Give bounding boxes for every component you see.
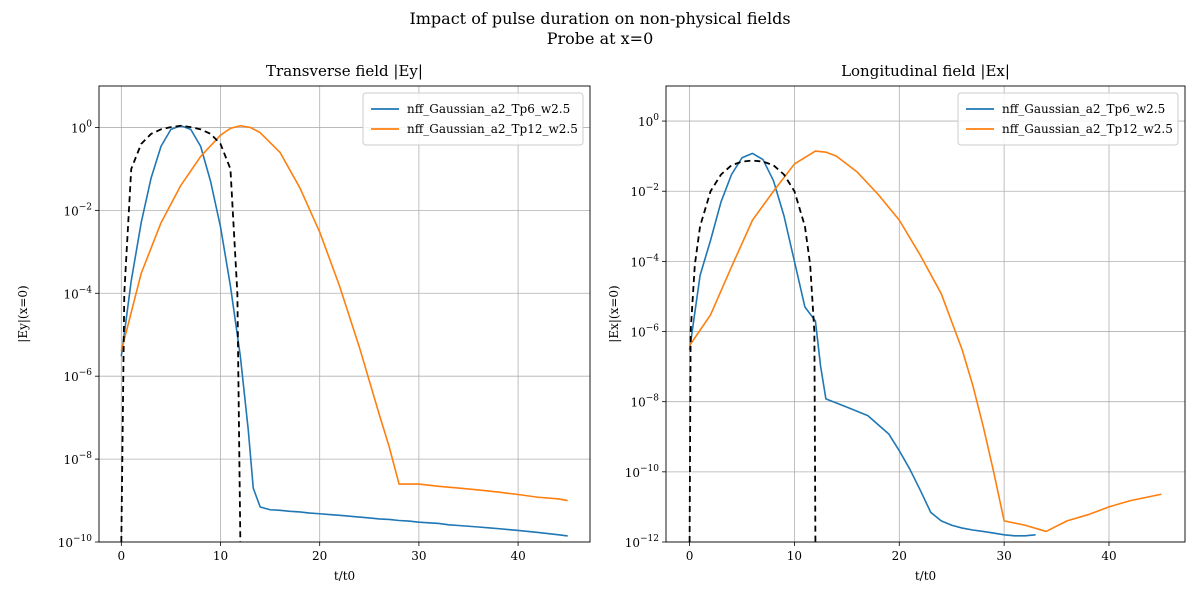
legend-label: nff_Gaussian_a2_Tp6_w2.5 [407,102,570,116]
legend-label: nff_Gaussian_a2_Tp6_w2.5 [1002,102,1165,116]
x-tick-label: 10 [213,549,228,563]
legend-frame [362,92,584,146]
legend-label: nff_Gaussian_a2_Tp12_w2.5 [407,122,578,136]
y-tick-label: 100 [638,113,659,129]
axes-title: Transverse field |Ey| [266,62,423,80]
legend: nff_Gaussian_a2_Tp6_w2.5 nff_Gaussian_a2_… [957,92,1179,146]
y-tick-label: 10−8 [630,394,659,410]
y-tick-label: 10−10 [625,464,660,480]
transverse-field-panel: 0 10 20 30 40 10−10 10−8 10−6 10−4 10−2 100 Transve… [16,62,591,583]
y-tick-label: 10−10 [58,534,93,550]
y-tick-label: 10−2 [63,202,92,218]
x-tick-label: 30 [996,549,1011,563]
y-tick-label: 10−4 [63,285,92,301]
suptitle-line-1: Impact of pulse duration on non-physical… [409,9,790,28]
y-axis-label: |Ey|(x=0) [16,285,30,342]
x-tick-label: 20 [312,549,327,563]
x-tick-label: 0 [117,549,125,563]
series-line-0 [688,152,1036,537]
x-tick-label: 40 [510,549,525,563]
axes-frame [665,85,1186,543]
series-lines [688,150,1162,542]
y-tick-label: 10−8 [63,451,92,467]
x-tick-label: 0 [686,549,694,563]
suptitle-line-2: Probe at x=0 [547,29,654,48]
y-tick-label: 10−12 [625,534,659,550]
y-tick-label: 100 [71,119,92,135]
legend-label: nff_Gaussian_a2_Tp12_w2.5 [1002,122,1173,136]
series-lines [120,124,568,542]
grid [666,86,1185,543]
longitudinal-field-panel: 0 10 20 30 40 10−12 10−10 10−8 10−6 10−4 10−2 100 Lo… [607,62,1186,583]
x-tick-label: 30 [411,549,426,563]
x-tick-label: 40 [1101,549,1116,563]
x-axis-label: t/t0 [915,569,936,583]
series-line-1 [688,150,1162,533]
series-line-0 [120,124,568,537]
axes-title: Longitudinal field |Ex| [841,62,1010,80]
y-tick-label: 10−6 [63,368,92,384]
axes-frame [98,85,591,543]
legend-frame [957,92,1179,146]
grid [99,86,590,543]
envelope-dashed-line [688,159,817,542]
y-tick-label: 10−2 [630,183,659,199]
series-line-1 [120,124,568,502]
x-tick-label: 20 [892,549,907,563]
envelope-dashed-line [120,124,242,542]
y-axis-label: |Ex|(x=0) [607,285,621,342]
x-axis-label: t/t0 [334,569,355,583]
y-tick-label: 10−6 [630,324,659,340]
y-tick-label: 10−4 [630,253,659,269]
legend: nff_Gaussian_a2_Tp6_w2.5 nff_Gaussian_a2_… [362,92,584,146]
x-tick-label: 10 [787,549,802,563]
